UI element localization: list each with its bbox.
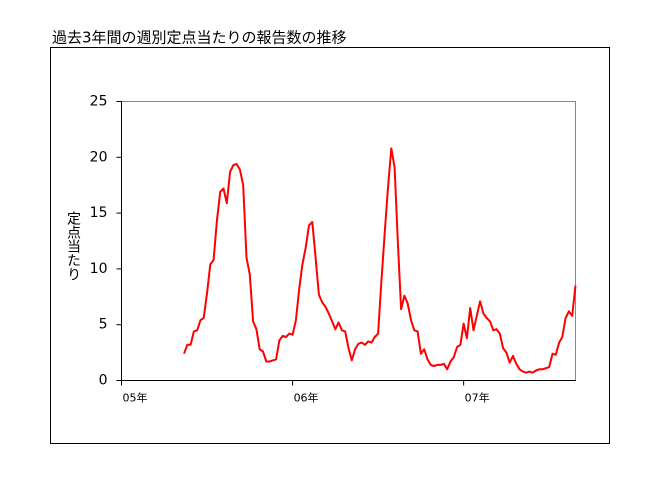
y-axis-label: 定点当たり [65, 211, 81, 281]
x-tick-label: 06年 [294, 391, 319, 405]
y-tick-label: 5 [99, 317, 108, 333]
y-tick-label: 15 [90, 205, 108, 221]
x-tick-label: 07年 [465, 391, 490, 405]
chart-frame [50, 47, 610, 444]
y-tick-label: 20 [90, 149, 108, 165]
chart-title: 過去3年間の週別定点当たりの報告数の推移 [52, 29, 347, 47]
data-line [183, 147, 577, 374]
x-tick-label: 05年 [123, 391, 148, 405]
y-tick-label: 25 [90, 94, 108, 110]
y-tick-label: 0 [99, 373, 108, 389]
y-tick-label: 10 [90, 261, 108, 277]
